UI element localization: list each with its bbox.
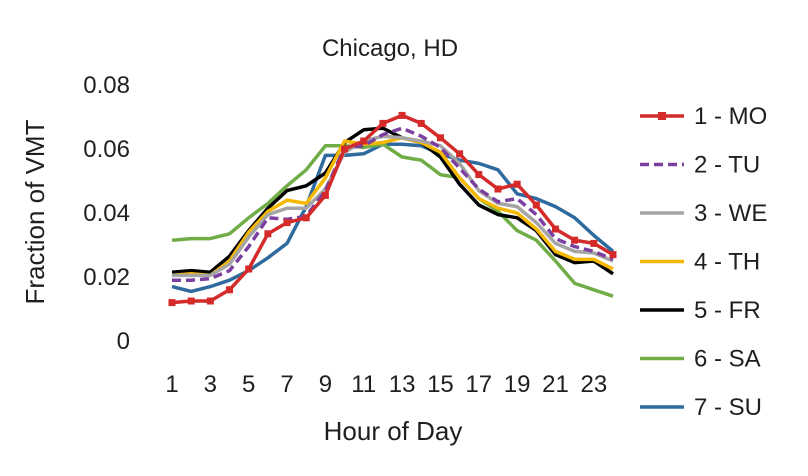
- data-point-marker: [283, 219, 291, 227]
- data-point-marker: [513, 180, 521, 188]
- legend-label-5: 5 - FR: [694, 297, 761, 324]
- data-point-marker: [168, 299, 176, 307]
- x-tick-label: 15: [427, 371, 454, 398]
- data-point-marker: [321, 191, 329, 199]
- y-tick-label: 0.02: [83, 264, 130, 291]
- data-point-marker: [456, 150, 464, 158]
- data-point-marker: [551, 225, 559, 233]
- series-line-2: [172, 126, 614, 282]
- series-line-6: [171, 142, 614, 298]
- data-point-marker: [398, 111, 406, 119]
- y-axis-label: Fraction of VMT: [20, 119, 50, 304]
- legend: 1 - MO 2 - TU 3 - WE 4 - TH 5 - FR 6 - SA 7 - …: [640, 103, 767, 421]
- data-point-marker: [571, 236, 579, 244]
- data-point-marker: [475, 171, 483, 179]
- x-tick-label: 3: [204, 371, 217, 398]
- x-tick-labels: 1 3 5 7 9 11 13 15 17 19 21 23: [165, 371, 607, 398]
- y-tick-label: 0.08: [83, 72, 130, 99]
- x-tick-label: 21: [542, 371, 569, 398]
- legend-label-3: 3 - WE: [694, 200, 767, 227]
- data-point-marker: [494, 185, 502, 193]
- data-point-marker: [187, 297, 195, 305]
- y-tick-label: 0.06: [83, 136, 130, 163]
- x-axis-label: Hour of Day: [324, 416, 463, 446]
- x-tick-label: 13: [389, 371, 416, 398]
- x-tick-label: 19: [504, 371, 531, 398]
- y-tick-labels: 0 0.02 0.04 0.06 0.08: [83, 72, 130, 355]
- x-tick-label: 23: [580, 371, 607, 398]
- data-point-marker: [436, 134, 444, 142]
- x-tick-label: 17: [465, 371, 492, 398]
- legend-label-6: 6 - SA: [694, 346, 761, 373]
- data-point-marker: [360, 137, 368, 145]
- x-tick-label: 11: [351, 371, 376, 398]
- legend-label-2: 2 - TU: [694, 152, 760, 179]
- legend-label-1: 1 - MO: [694, 103, 767, 130]
- data-point-marker: [590, 239, 598, 247]
- data-point-marker: [302, 214, 310, 222]
- y-tick-label: 0: [117, 328, 130, 355]
- data-point-marker: [379, 119, 387, 127]
- x-tick-label: 7: [280, 371, 293, 398]
- x-tick-label: 5: [242, 371, 255, 398]
- data-point-marker: [245, 265, 253, 273]
- series-line-3: [172, 134, 614, 278]
- x-tick-label: 1: [165, 371, 178, 398]
- series-line-4: [171, 136, 614, 278]
- legend-label-7: 7 - SU: [694, 394, 762, 421]
- chart-title: Chicago, HD: [322, 35, 458, 62]
- x-tick-label: 9: [319, 371, 332, 398]
- data-point-marker: [226, 286, 234, 294]
- data-point-marker: [264, 230, 272, 238]
- series-layer: [168, 111, 617, 307]
- data-point-marker: [609, 251, 617, 259]
- legend-label-4: 4 - TH: [694, 249, 760, 276]
- y-tick-label: 0.04: [83, 200, 130, 227]
- data-point-marker: [532, 201, 540, 209]
- data-point-marker: [417, 119, 425, 127]
- data-point-marker: [206, 297, 214, 305]
- legend-marker: [658, 112, 666, 120]
- data-point-marker: [341, 145, 349, 153]
